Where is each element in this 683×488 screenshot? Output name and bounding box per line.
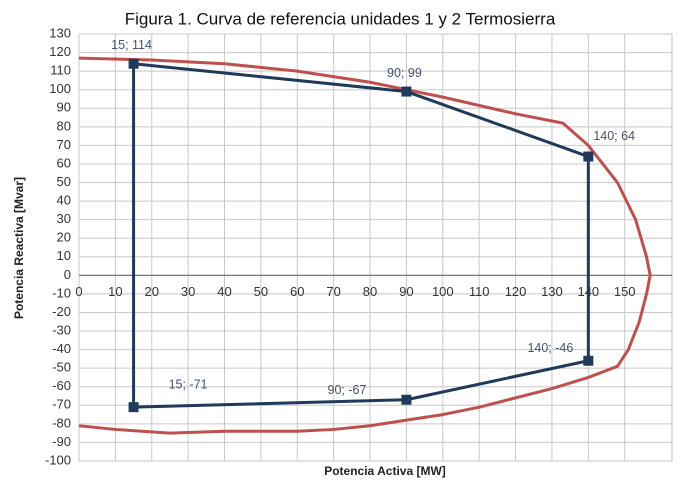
y-tick-label: 10: [57, 248, 71, 263]
y-tick-label: 60: [57, 155, 71, 170]
x-tick-label: 60: [290, 284, 304, 299]
x-tick-label: 110: [469, 284, 490, 299]
x-tick-label: 30: [181, 284, 195, 299]
y-tick-label: 30: [57, 211, 71, 226]
data-label: 15; 114: [111, 38, 152, 52]
y-tick-label: -60: [52, 378, 71, 393]
x-tick-label: 70: [326, 284, 340, 299]
x-tick-label: 80: [363, 284, 377, 299]
marker: [583, 355, 594, 366]
y-tick-label: 0: [64, 267, 71, 282]
data-label: 90; 99: [387, 66, 422, 80]
y-tick-label: -10: [52, 285, 71, 300]
y-tick-label: 50: [57, 174, 71, 189]
data-label: 140; 64: [593, 129, 635, 143]
x-tick-label: 100: [432, 284, 454, 299]
y-tick-label: 70: [57, 137, 71, 152]
x-tick-label: 10: [108, 284, 122, 299]
y-tick-label: -30: [52, 322, 71, 337]
y-tick-label: 20: [57, 230, 71, 245]
data-label: 140; -46: [527, 341, 573, 355]
x-tick-label: 150: [614, 284, 636, 299]
marker: [401, 394, 412, 405]
y-tick-label: 100: [49, 81, 71, 96]
y-axis-label: Potencia Reactiva [Mvar]: [12, 177, 26, 319]
y-tick-label: -80: [52, 415, 71, 430]
data-label: 15; -71: [169, 377, 208, 391]
x-tick-label: 130: [541, 284, 563, 299]
y-tick-label: -90: [52, 434, 71, 449]
x-tick-label: 120: [505, 284, 527, 299]
y-tick-label: 90: [57, 100, 71, 115]
plot-area: [78, 33, 673, 462]
y-tick-label: 40: [57, 193, 71, 208]
y-tick-label: -70: [52, 397, 71, 412]
x-axis-label: Potencia Activa [MW]: [324, 464, 446, 478]
series-line: [78, 56, 652, 435]
marker: [583, 151, 594, 162]
y-tick-label: 120: [49, 44, 71, 59]
y-tick-label: 80: [57, 118, 71, 133]
x-tick-label: 50: [254, 284, 268, 299]
y-tick-label: 110: [50, 63, 71, 78]
x-tick-label: 0: [75, 284, 82, 299]
marker: [128, 58, 139, 69]
marker: [401, 86, 412, 97]
marker: [128, 402, 139, 413]
y-tick-label: -100: [45, 452, 71, 467]
chart-title: Figura 1. Curva de referencia unidades 1…: [125, 9, 556, 28]
y-tick-label: -40: [52, 341, 71, 356]
y-tick-label: -50: [52, 360, 71, 375]
x-tick-label: 40: [217, 284, 231, 299]
data-label: 90; -67: [328, 383, 367, 397]
x-tick-label: 20: [145, 284, 159, 299]
x-tick-label: 90: [399, 284, 413, 299]
y-tick-label: -20: [52, 304, 71, 319]
y-tick-label: 130: [49, 25, 71, 40]
